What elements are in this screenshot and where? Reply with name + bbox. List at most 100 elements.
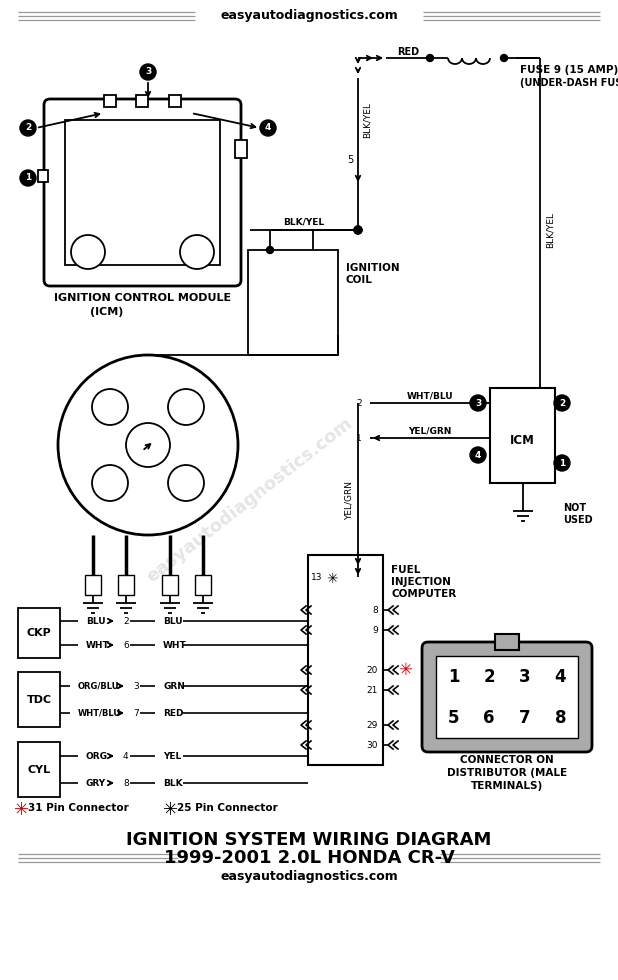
Text: 1: 1 [559,459,565,467]
Text: 2: 2 [483,667,495,685]
Text: YEL/GRN: YEL/GRN [344,480,353,519]
Text: NOT: NOT [563,503,586,513]
Text: ORG/BLU: ORG/BLU [78,681,119,691]
Text: 8: 8 [123,778,129,788]
FancyBboxPatch shape [44,99,241,286]
Bar [18,608,60,658]
Circle shape [354,226,362,234]
Text: CONNECTOR ON: CONNECTOR ON [460,755,554,765]
Text: BLK/YEL: BLK/YEL [363,102,371,138]
Text: WHT/BLU: WHT/BLU [78,709,121,717]
Circle shape [126,423,170,467]
Text: BLK: BLK [163,778,183,788]
Text: IGNITION SYSTEM WIRING DIAGRAM: IGNITION SYSTEM WIRING DIAGRAM [126,831,492,849]
Text: 3: 3 [145,68,151,76]
Circle shape [180,235,214,269]
Text: BLK/YEL: BLK/YEL [284,218,324,226]
Text: easyautodiagnostics.com: easyautodiagnostics.com [220,10,398,23]
Text: TDC: TDC [27,695,51,705]
Text: GRY: GRY [86,778,106,788]
Bar [85,575,101,595]
Text: INJECTION: INJECTION [391,577,451,587]
Circle shape [92,389,128,425]
Text: 2: 2 [123,616,129,625]
Text: 4: 4 [123,752,129,760]
Circle shape [20,120,36,136]
Bar [65,120,220,265]
Text: RED: RED [397,47,419,57]
Bar [38,170,48,182]
Bar [495,634,519,650]
Text: 13: 13 [311,572,323,581]
Text: 6: 6 [123,641,129,650]
Text: ICM: ICM [510,434,535,447]
Text: 4: 4 [265,123,271,132]
Text: 8: 8 [372,606,378,614]
Text: 21: 21 [366,685,378,695]
Bar [436,656,578,738]
Circle shape [470,395,486,411]
Text: 2: 2 [105,400,115,414]
Circle shape [554,455,570,471]
Text: CKP: CKP [27,628,51,638]
Text: BLU: BLU [86,616,106,625]
Circle shape [554,395,570,411]
Circle shape [92,465,128,501]
Bar [136,95,148,107]
Text: 30: 30 [366,741,378,750]
Circle shape [20,170,36,186]
Text: FUSE 9 (15 AMP): FUSE 9 (15 AMP) [520,65,618,75]
Circle shape [71,235,105,269]
Text: IGNITION CONTROL MODULE: IGNITION CONTROL MODULE [54,293,231,303]
Circle shape [260,120,276,136]
Text: 1: 1 [448,667,460,685]
Text: YEL: YEL [163,752,181,760]
Circle shape [140,64,156,80]
Text: BLU: BLU [163,616,183,625]
Bar [162,575,178,595]
Bar [235,140,247,158]
Text: ✳: ✳ [398,661,412,679]
Text: 5: 5 [448,709,460,726]
Circle shape [501,55,507,62]
Text: 5: 5 [347,155,353,165]
Circle shape [58,355,238,535]
Bar [195,575,211,595]
Text: IGNITION: IGNITION [346,263,400,273]
Text: BLK/YEL: BLK/YEL [546,212,554,248]
Circle shape [168,389,204,425]
Text: FUEL: FUEL [391,565,420,575]
Text: +: + [82,244,95,260]
Bar [118,575,134,595]
Text: 1: 1 [356,433,362,443]
Text: DISTRIBUTOR (MALE: DISTRIBUTOR (MALE [447,768,567,778]
Text: COMPUTER: COMPUTER [391,589,456,599]
Text: 1: 1 [25,173,31,182]
Text: 3: 3 [133,681,139,691]
Text: 29: 29 [366,720,378,729]
Text: 25 Pin Connector: 25 Pin Connector [177,803,277,813]
Text: ORG: ORG [86,752,108,760]
Text: (ICM): (ICM) [90,307,124,317]
Text: 4: 4 [475,451,481,460]
Circle shape [354,226,362,234]
Text: YEL/GRN: YEL/GRN [408,426,452,435]
Text: WHT/BLU: WHT/BLU [407,391,454,401]
Text: (UNDER-DASH FUSE BOX): (UNDER-DASH FUSE BOX) [520,78,618,88]
Text: 2: 2 [357,399,362,408]
Text: 9: 9 [372,625,378,634]
Text: 8: 8 [554,709,566,726]
Bar [169,95,181,107]
Text: RED: RED [163,709,184,717]
Circle shape [168,465,204,501]
Text: 1: 1 [181,400,191,414]
Text: 31 Pin Connector: 31 Pin Connector [28,803,129,813]
Text: easyautodiagnostics.com: easyautodiagnostics.com [143,415,357,586]
Text: CYL: CYL [27,764,51,774]
Text: TERMINALS): TERMINALS) [471,781,543,791]
Text: 3: 3 [475,399,481,408]
Text: 2: 2 [559,399,565,408]
Text: WHT: WHT [86,641,110,650]
Text: 4: 4 [554,667,566,685]
Text: 2: 2 [25,123,31,132]
